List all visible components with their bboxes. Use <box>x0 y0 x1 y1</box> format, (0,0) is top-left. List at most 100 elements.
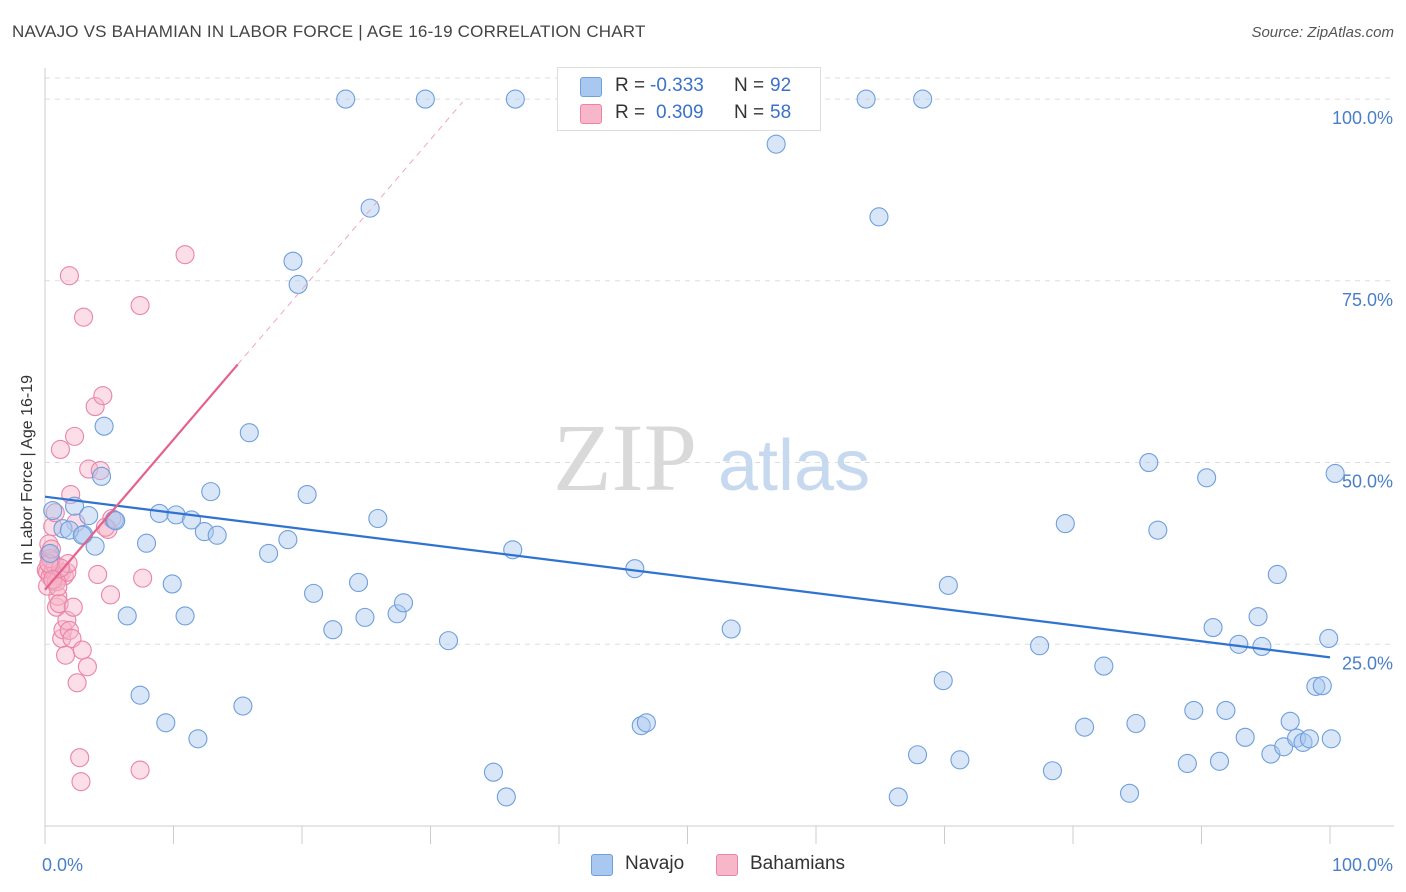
navajo-point <box>336 89 356 109</box>
navajo-point <box>162 574 182 594</box>
navajo-point <box>91 466 112 486</box>
y-axis-label: In Labor Force | Age 16-19 <box>19 375 36 565</box>
bahamian-point <box>74 307 94 327</box>
navajo-point <box>283 251 303 271</box>
navajo-point <box>913 89 933 109</box>
navajo-point <box>438 631 459 651</box>
navajo-point <box>136 533 157 553</box>
y-tick-label: 100.0% <box>1332 108 1393 128</box>
navajo-swatch-icon <box>580 77 602 97</box>
legend-r-value: 0.309 <box>656 102 704 123</box>
navajo-point <box>907 745 928 765</box>
bahamian-point <box>71 772 91 792</box>
navajo-point <box>368 508 388 529</box>
bahamian-point <box>77 657 97 677</box>
navajo-point <box>79 506 99 526</box>
y-tick-label: 50.0% <box>1342 472 1393 492</box>
navajo-point <box>355 607 375 627</box>
legend-n-label: N = <box>734 75 765 96</box>
navajo-point <box>43 500 63 521</box>
navajo-point <box>1184 700 1204 720</box>
navajo-point <box>1325 463 1345 483</box>
navajo-point <box>1235 727 1255 747</box>
bahamian-point <box>59 266 79 286</box>
navajo-legend-label: Navajo <box>625 853 685 874</box>
navajo-point <box>149 503 169 523</box>
navajo-point <box>1055 514 1075 534</box>
watermark-zip: ZIP <box>553 404 697 511</box>
bahamian-point <box>88 564 108 585</box>
bahamian-point <box>90 460 110 481</box>
navajo-point <box>1148 520 1168 540</box>
navajo-point <box>1209 751 1230 771</box>
navajo-point <box>856 89 876 109</box>
bahamians-legend-label: Bahamians <box>750 853 846 874</box>
legend-n-value: 92 <box>770 75 792 96</box>
navajo-legend-icon <box>591 854 613 876</box>
x-tick-labels: 0.0% 100.0% <box>42 855 1393 875</box>
navajo-point <box>1299 729 1319 749</box>
navajo-point <box>207 525 227 545</box>
navajo-point <box>631 716 651 736</box>
x-tick-label-min: 0.0% <box>42 855 83 875</box>
navajo-point <box>53 519 73 539</box>
bahamian-point <box>50 439 70 460</box>
navajo-point <box>106 511 126 531</box>
navajo-point <box>94 416 114 436</box>
bahamian-trend-extrapolated <box>237 101 464 365</box>
bahamian-point <box>133 568 153 588</box>
navajo-point <box>1319 628 1339 649</box>
navajo-point <box>297 484 317 505</box>
navajo-point <box>766 134 786 154</box>
navajo-point <box>933 671 953 691</box>
grid-lines <box>45 77 1394 645</box>
navajo-point <box>1280 711 1300 731</box>
source-label: Source: ZipAtlas.com <box>1251 24 1394 41</box>
navajo-point <box>239 423 259 443</box>
navajo-point <box>888 787 908 807</box>
navajo-point <box>1126 713 1146 734</box>
legend-n-label: N = <box>734 102 765 123</box>
bahamian-point <box>93 386 113 406</box>
navajo-point <box>304 583 324 603</box>
navajo-point <box>393 593 414 613</box>
navajo-point <box>869 207 889 227</box>
legend-row-bahamians: R = 0.309 N = 58 <box>558 100 820 126</box>
bahamian-point <box>59 620 79 641</box>
navajo-point <box>1030 636 1050 656</box>
bahamian-point <box>70 748 90 768</box>
navajo-point <box>415 89 435 109</box>
y-tick-label: 75.0% <box>1342 290 1393 310</box>
navajo-point <box>288 274 308 294</box>
navajo-point <box>233 696 253 716</box>
bahamian-point <box>45 503 65 523</box>
y-tick-labels: 25.0% 50.0% 75.0% 100.0% <box>1332 108 1393 673</box>
bahamian-point <box>175 245 195 265</box>
bahamian-point <box>63 597 83 617</box>
navajo-point <box>1094 656 1114 676</box>
navajo-point <box>323 620 343 640</box>
trend-lines <box>44 101 1331 659</box>
bahamian-point <box>85 397 105 417</box>
navajo-point <box>496 787 516 807</box>
bahamian-point <box>67 673 87 693</box>
navajo-point <box>85 536 105 556</box>
bahamian-point <box>130 295 150 316</box>
navajo-point <box>636 713 656 733</box>
bahamian-trend-line <box>44 363 239 591</box>
navajo-point <box>483 762 504 782</box>
legend-row-navajo: R = -0.333 N = 92 <box>558 73 820 99</box>
navajo-point <box>188 729 208 749</box>
navajo-trend-line <box>44 495 1331 659</box>
bahamian-point <box>65 426 85 446</box>
navajo-point <box>1267 564 1287 585</box>
bahamian-point <box>130 760 150 780</box>
watermark-atlas: atlas <box>718 426 870 506</box>
navajo-point <box>1306 676 1326 696</box>
navajo-point <box>505 89 525 109</box>
bahamian-point <box>39 554 59 574</box>
navajo-point <box>259 543 279 563</box>
legend-r-label: R = <box>615 102 646 123</box>
navajo-point <box>40 543 60 563</box>
